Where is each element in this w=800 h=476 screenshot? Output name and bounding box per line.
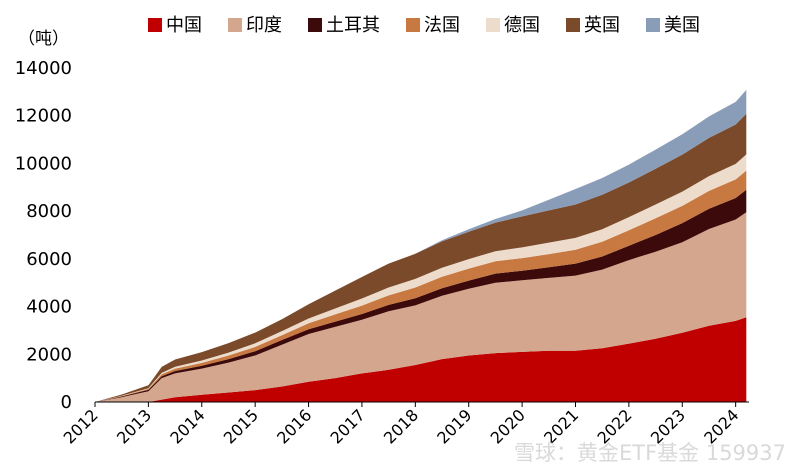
legend-swatch-3 — [406, 18, 420, 32]
area-series-1 — [95, 212, 747, 402]
legend-swatch-5 — [566, 18, 580, 32]
chart-legend: 中国 印度 土耳其 法国 德国 英国 美国 — [148, 15, 700, 36]
legend-swatch-6 — [646, 18, 660, 32]
y-axis-ticks: 0 2000 4000 6000 8000 10000 12000 14000 — [15, 58, 72, 413]
watermark-text: 雪球：黄金ETF基金 159937 — [514, 441, 786, 465]
y-tick-label: 6000 — [26, 249, 72, 270]
legend-label-1: 印度 — [246, 15, 282, 36]
legend-label-2: 土耳其 — [326, 15, 380, 36]
legend-label-5: 英国 — [584, 15, 620, 36]
x-tick-label: 2016 — [273, 405, 315, 447]
legend-label-0: 中国 — [166, 15, 202, 36]
x-tick-label: 2014 — [166, 405, 208, 447]
legend-swatch-0 — [148, 18, 162, 32]
legend-label-4: 德国 — [504, 15, 540, 36]
legend-swatch-2 — [308, 18, 322, 32]
area-series-4 — [95, 154, 747, 402]
legend-swatch-1 — [228, 18, 242, 32]
x-tick-label: 2019 — [433, 405, 475, 447]
legend-label-3: 法国 — [424, 15, 460, 36]
y-axis-unit-label: （吨） — [18, 29, 69, 49]
y-tick-label: 4000 — [26, 297, 72, 318]
legend-label-6: 美国 — [664, 15, 700, 36]
y-tick-label: 12000 — [15, 106, 72, 127]
y-tick-label: 14000 — [15, 58, 72, 79]
y-tick-label: 0 — [61, 392, 72, 413]
legend-swatch-4 — [486, 18, 500, 32]
x-tick-label: 2018 — [380, 405, 422, 447]
area-series-3 — [95, 170, 747, 402]
x-tick-label: 2017 — [327, 405, 369, 447]
area-series-5 — [95, 113, 747, 403]
area-series-group — [95, 89, 747, 403]
x-tick-label: 2015 — [220, 405, 262, 447]
y-tick-label: 2000 — [26, 344, 72, 365]
y-tick-label: 8000 — [26, 201, 72, 222]
x-tick-label: 2013 — [113, 405, 155, 447]
y-tick-label: 10000 — [15, 153, 72, 174]
area-series-0 — [95, 317, 747, 402]
